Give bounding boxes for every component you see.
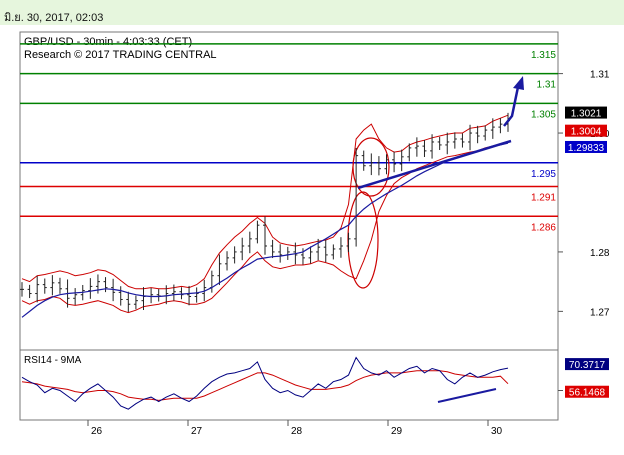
level-label-0: 1.315 [531, 50, 556, 61]
forecast-arrowhead [513, 76, 524, 90]
x-tick-label-2: 28 [291, 426, 303, 437]
level-label-3: 1.295 [531, 169, 556, 180]
price-badge-label-1: 1.3004 [571, 127, 602, 138]
level-lines: 1.315 1.31 1.305 1.295 1.291 1.286 [20, 43, 558, 233]
forecast-arrow-path [503, 86, 520, 127]
price-badge-0 [565, 106, 607, 119]
rsi-label: RSI14 - 9MA [24, 355, 82, 366]
level-label-1: 1.31 [537, 80, 557, 91]
rsi-badge-label-1: 56.1468 [569, 388, 606, 399]
level-label-4: 1.291 [531, 193, 556, 204]
highlight-oval-lower [347, 191, 379, 289]
level-label-2: 1.305 [531, 109, 556, 120]
y-tick-label-3: 1.27 [590, 307, 610, 318]
ma-line [21, 142, 509, 318]
x-axis: 26 27 28 29 30 [87, 420, 503, 437]
trendline [357, 139, 512, 190]
rsi-line [21, 356, 509, 410]
x-tick-label-0: 26 [91, 426, 103, 437]
timestamp-text: มิ.ย. 30, 2017, 02:03 [4, 12, 104, 24]
price-chart: GBP/USD - 30min - 4:03:33 (CET) Research… [19, 31, 610, 437]
x-tick-label-1: 27 [191, 426, 203, 437]
rsi-badge-0 [565, 358, 609, 371]
rsi-trendline [437, 388, 497, 403]
price-badge-label-2: 1.29833 [568, 143, 605, 154]
moving-average [21, 142, 509, 318]
rsi-ma-line [21, 370, 509, 401]
price-badge-1 [565, 124, 607, 137]
highlight-oval-upper [352, 137, 390, 197]
price-badge-2 [565, 140, 607, 153]
price-bars [20, 112, 510, 312]
chart-subtitle: Research © 2017 TRADING CENTRAL [24, 49, 217, 61]
rsi-badge-label-0: 70.3717 [569, 360, 606, 371]
price-badges: 1.3021 1.3004 1.29833 [565, 106, 607, 154]
trend-annotations [357, 76, 524, 190]
y-tick-label-2: 1.28 [590, 248, 610, 259]
x-tick-label-4: 30 [491, 426, 503, 437]
rsi-panel-frame [19, 349, 559, 421]
price-badge-label-0: 1.3021 [571, 109, 602, 120]
level-label-5: 1.286 [531, 222, 556, 233]
rsi-badge-1 [565, 385, 609, 398]
timestamp-bar: มิ.ย. 30, 2017, 02:03 [0, 0, 624, 25]
chart-container: GBP/USD - 30min - 4:03:33 (CET) Research… [0, 25, 624, 450]
price-panel-frame [19, 31, 559, 351]
rsi-badges: 70.3717 56.1468 [565, 358, 609, 399]
chart-title: GBP/USD - 30min - 4:03:33 (CET) [24, 36, 192, 48]
y-tick-label-0: 1.31 [590, 70, 610, 81]
band-lower [21, 141, 509, 314]
x-tick-label-3: 29 [391, 426, 403, 437]
highlight-ovals [347, 137, 390, 289]
